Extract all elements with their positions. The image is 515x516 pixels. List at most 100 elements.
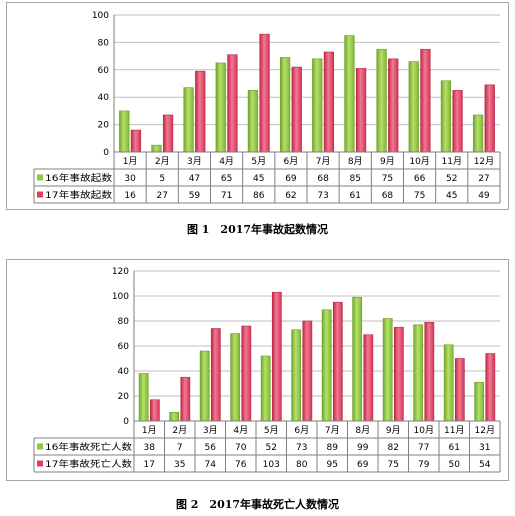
x-tick-label: 7月 bbox=[316, 156, 331, 167]
data-label-series1: 52 bbox=[266, 443, 277, 453]
bar-series1 bbox=[312, 58, 323, 153]
bar-series2 bbox=[195, 70, 206, 153]
x-tick-label: 8月 bbox=[348, 156, 363, 167]
bar-series1 bbox=[321, 309, 332, 422]
x-tick-label: 10月 bbox=[409, 156, 429, 167]
data-label-series2: 80 bbox=[296, 460, 308, 470]
x-tick-label: 3月 bbox=[203, 425, 218, 436]
x-tick-label: 1月 bbox=[123, 156, 138, 167]
x-tick-label: 1月 bbox=[142, 425, 157, 436]
x-tick-label: 11月 bbox=[442, 156, 462, 167]
y-tick-label: 0 bbox=[123, 417, 129, 427]
data-label-series2: 27 bbox=[157, 191, 168, 201]
data-label-series1: 52 bbox=[446, 174, 457, 184]
y-tick-label: 100 bbox=[92, 11, 109, 21]
data-label-series1: 27 bbox=[478, 174, 489, 184]
data-label-series2: 62 bbox=[285, 191, 296, 201]
data-label-series1: 69 bbox=[285, 174, 297, 184]
data-label-series2: 71 bbox=[221, 191, 232, 201]
data-label-series2: 75 bbox=[414, 191, 425, 201]
data-label-series2: 45 bbox=[446, 191, 457, 201]
data-label-series1: 99 bbox=[357, 443, 369, 453]
x-tick-label: 5月 bbox=[264, 425, 279, 436]
bar-series2 bbox=[424, 321, 435, 422]
data-label-series2: 49 bbox=[478, 191, 490, 201]
bar-series2 bbox=[355, 68, 367, 153]
data-label-series1: 66 bbox=[414, 174, 426, 184]
bar-series1 bbox=[382, 318, 393, 422]
bar-series1 bbox=[183, 87, 194, 153]
bar-series2 bbox=[130, 129, 142, 153]
y-tick-label: 40 bbox=[98, 93, 110, 103]
bar-series2 bbox=[323, 51, 335, 153]
bar-series1 bbox=[440, 80, 452, 153]
bar-series2 bbox=[484, 84, 495, 153]
bar-series2 bbox=[393, 326, 404, 422]
bar-series1 bbox=[169, 411, 180, 422]
bar-series1 bbox=[413, 324, 424, 422]
x-tick-label: 4月 bbox=[219, 156, 234, 167]
y-tick-label: 60 bbox=[118, 342, 130, 352]
data-label-series2: 76 bbox=[235, 460, 247, 470]
data-label-series1: 75 bbox=[382, 174, 393, 184]
x-tick-label: 8月 bbox=[355, 425, 370, 436]
x-tick-label: 4月 bbox=[233, 425, 248, 436]
data-label-series2: 69 bbox=[357, 460, 369, 470]
data-label-series1: 47 bbox=[189, 174, 200, 184]
bar-series1 bbox=[474, 381, 485, 422]
bar-series2 bbox=[452, 90, 463, 153]
bar-series1 bbox=[376, 48, 387, 153]
bar-series2 bbox=[180, 376, 191, 422]
bar-series2 bbox=[271, 291, 282, 422]
chart-1-caption: 图 1 2017年事故起数情况 bbox=[186, 223, 329, 236]
data-label-series2: 95 bbox=[327, 460, 338, 470]
bar-series1 bbox=[291, 329, 302, 422]
bar-series1 bbox=[344, 35, 355, 153]
y-tick-label: 60 bbox=[98, 66, 110, 76]
data-label-series1: 85 bbox=[350, 174, 361, 184]
data-label-series1: 45 bbox=[253, 174, 264, 184]
x-tick-label: 5月 bbox=[251, 156, 266, 167]
data-label-series1: 82 bbox=[388, 443, 399, 453]
data-label-series1: 77 bbox=[418, 443, 429, 453]
legend-label-series1: 16年事故起数 bbox=[45, 172, 112, 184]
data-label-series1: 70 bbox=[235, 443, 247, 453]
bar-series2 bbox=[210, 328, 221, 422]
bar-series2 bbox=[420, 48, 431, 153]
data-label-series2: 17 bbox=[144, 460, 155, 470]
bar-series2 bbox=[302, 320, 313, 422]
legend-key-series2 bbox=[37, 191, 43, 198]
data-label-series2: 54 bbox=[479, 460, 491, 470]
data-label-series1: 68 bbox=[317, 174, 329, 184]
legend-label-series2: 17年事故起数 bbox=[45, 189, 112, 201]
data-label-series1: 65 bbox=[221, 174, 232, 184]
bar-series2 bbox=[227, 54, 238, 153]
bar-series1 bbox=[443, 344, 454, 422]
bar-series2 bbox=[454, 358, 465, 422]
data-label-series1: 38 bbox=[144, 443, 156, 453]
bar-series1 bbox=[260, 355, 271, 422]
data-label-series1: 73 bbox=[296, 443, 307, 453]
x-tick-label: 3月 bbox=[187, 156, 202, 167]
chart-2-panel: 0 20 40 60 80 100 120 1月 2月 3月 4月 5月 6月 7月 8月 9月 10月 11月 1… bbox=[6, 259, 509, 481]
data-label-series2: 74 bbox=[205, 460, 217, 470]
y-tick-label: 20 bbox=[118, 392, 130, 402]
y-tick-label: 100 bbox=[112, 292, 129, 302]
y-tick-label: 80 bbox=[118, 317, 130, 327]
x-tick-label: 10月 bbox=[414, 425, 434, 436]
bar-series1 bbox=[472, 114, 484, 153]
bar-series2 bbox=[149, 399, 160, 422]
legend-key-series1 bbox=[37, 443, 43, 450]
bar-series2 bbox=[332, 301, 343, 422]
x-tick-label: 6月 bbox=[284, 156, 299, 167]
bar-series1 bbox=[230, 333, 241, 422]
chart-1-svg: 0 20 40 60 80 100 1月 2月 3月 4月 5月 6月 7月 8月 9月 10月 11月 12月 1… bbox=[33, 11, 501, 204]
data-label-series2: 73 bbox=[317, 191, 328, 201]
y-tick-label: 40 bbox=[118, 367, 130, 377]
bar-series2 bbox=[241, 325, 252, 422]
bar-series1 bbox=[119, 110, 130, 153]
data-label-series2: 103 bbox=[263, 460, 280, 470]
bar-series2 bbox=[363, 334, 374, 422]
bar-series1 bbox=[199, 350, 210, 422]
bar-series1 bbox=[408, 61, 419, 153]
